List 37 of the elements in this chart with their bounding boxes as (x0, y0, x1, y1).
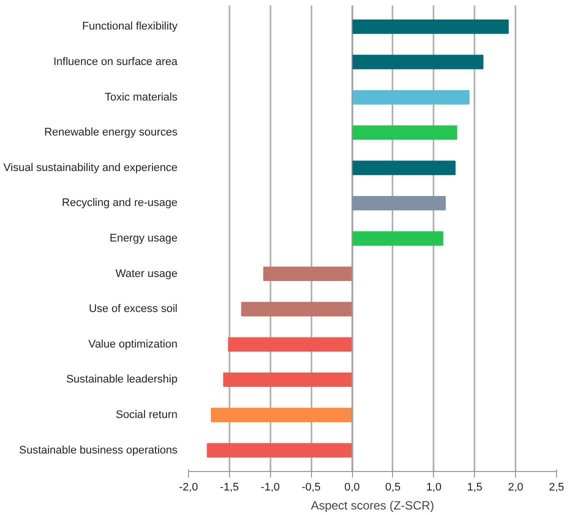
bar (352, 19, 509, 34)
bar (206, 443, 353, 458)
y-tick-label: Functional flexibility (82, 20, 178, 33)
y-tick-label: Sustainable business operations (19, 444, 178, 456)
y-tick-label: Recycling and re-usage (62, 197, 178, 210)
y-tick-label: Influence on surface area (53, 56, 178, 68)
x-tick-label: -1,0 (260, 482, 280, 494)
bar (228, 337, 353, 352)
bar (352, 231, 444, 246)
bar (241, 302, 353, 316)
bar (352, 125, 458, 140)
y-tick-label: Use of excess soil (88, 303, 178, 316)
bar (352, 196, 446, 210)
x-tick-label: 0,0 (344, 482, 360, 494)
x-tick-label: 1,5 (467, 482, 482, 494)
x-axis-title: Aspect scores (Z-SCR) (310, 498, 434, 512)
bar (352, 160, 456, 176)
y-tick-label: Value optimization (88, 338, 178, 350)
x-tick-label: 0,5 (385, 482, 401, 494)
x-tick-label: 2,0 (508, 482, 524, 494)
bar (223, 372, 353, 387)
y-tick-label: Water usage (116, 268, 178, 280)
y-tick-label: Visual sustainability and experience (3, 162, 178, 174)
x-tick-label: -2,0 (179, 482, 198, 494)
x-tick-label: -0,5 (302, 482, 321, 494)
bar (352, 90, 470, 104)
x-tick-label: -1,5 (220, 482, 239, 494)
x-tick-label: 1,0 (426, 482, 442, 494)
bar (263, 266, 353, 282)
x-tick-label: 2,5 (548, 482, 564, 494)
y-tick-label: Toxic materials (104, 91, 178, 104)
y-tick-label: Energy usage (110, 232, 178, 244)
y-tick-label: Social return (116, 409, 178, 422)
bar (352, 54, 484, 70)
y-tick-label: Sustainable leadership (66, 374, 178, 386)
y-tick-label: Renewable energy sources (44, 126, 178, 139)
bar (210, 408, 353, 422)
